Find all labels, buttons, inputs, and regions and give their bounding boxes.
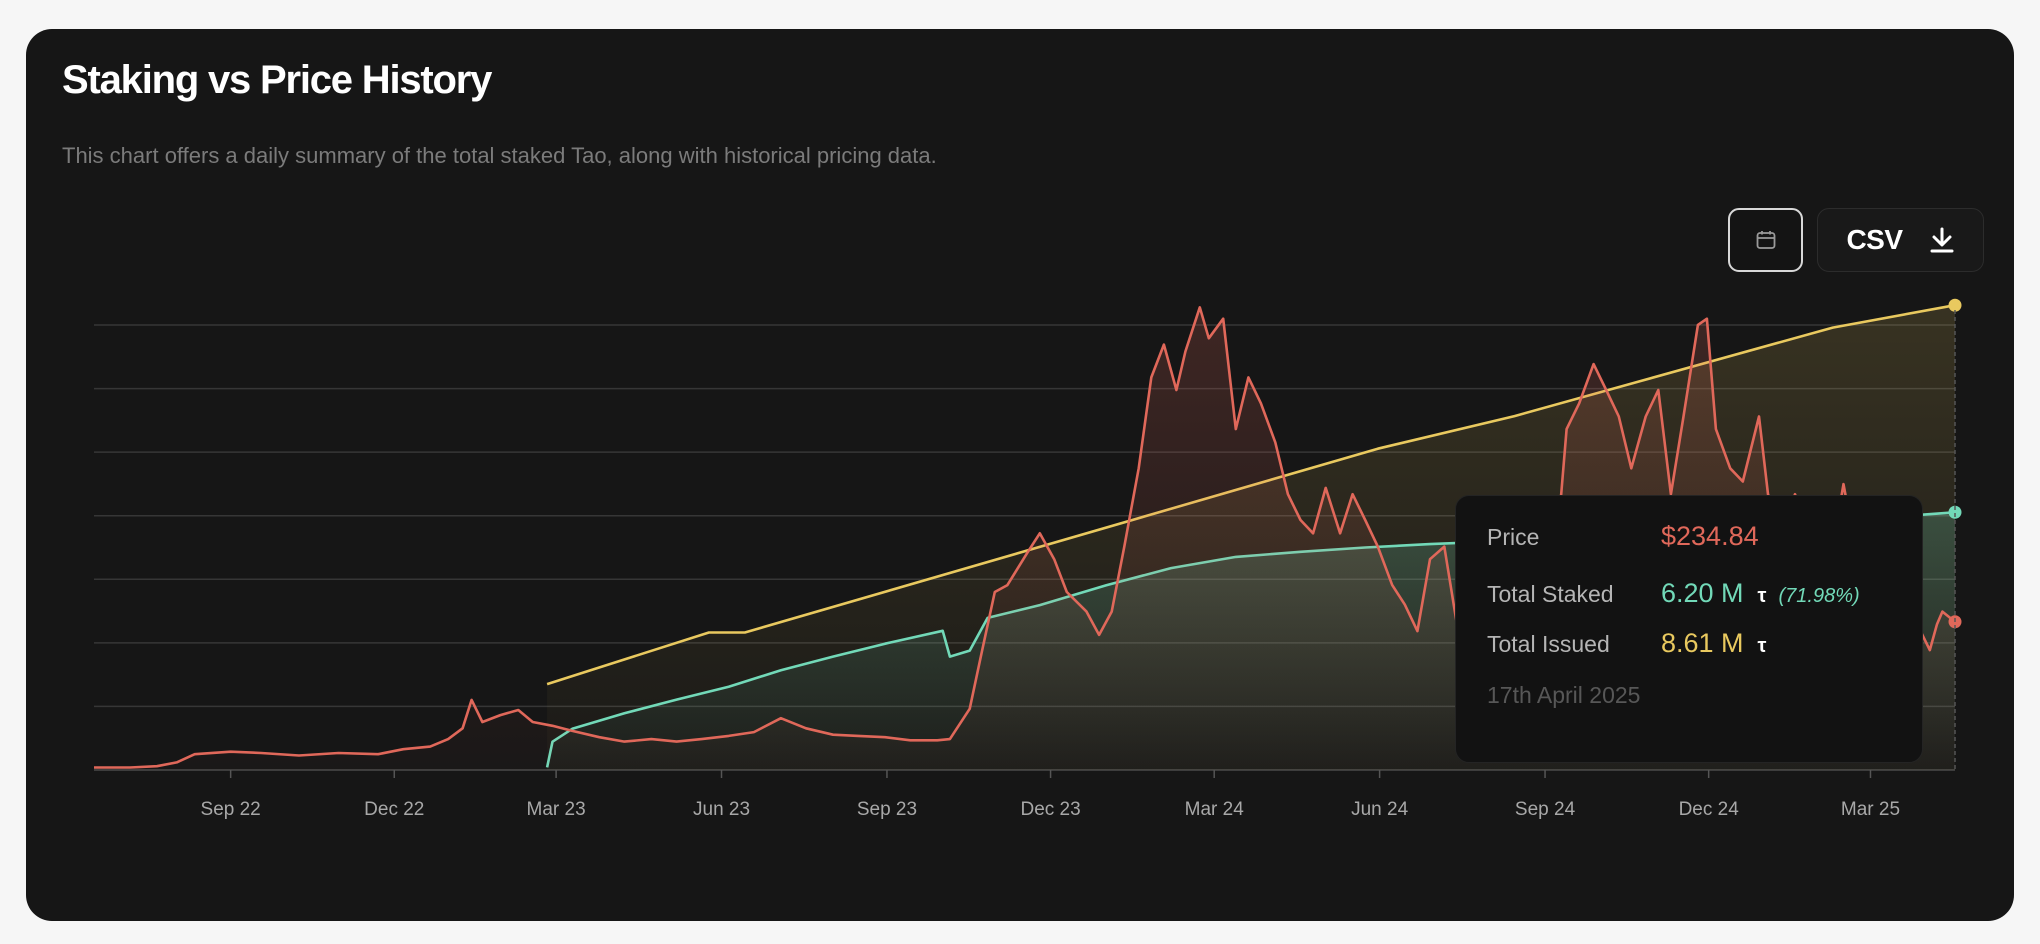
tooltip-staked-row: Total Staked 6.20 M τ (71.98%) xyxy=(1487,578,1860,609)
x-tick-label: Jun 24 xyxy=(1351,799,1408,820)
tooltip-price-label: Price xyxy=(1487,524,1540,550)
staked-end-point xyxy=(1948,505,1962,519)
tooltip-price-value: $234.84 xyxy=(1661,521,1759,551)
tao-icon: τ xyxy=(1757,585,1767,607)
tooltip-staked-percent: (71.98%) xyxy=(1778,585,1860,607)
tooltip-issued-value: 8.61 M xyxy=(1661,628,1744,658)
x-tick-label: Dec 23 xyxy=(1020,799,1080,820)
x-tick-label: Mar 23 xyxy=(527,799,586,820)
x-tick-label: Jun 23 xyxy=(693,799,750,820)
tooltip-price-row: Price $234.84 xyxy=(1487,521,1759,552)
x-tick-label: Sep 24 xyxy=(1515,799,1576,820)
date-range-button[interactable] xyxy=(1728,208,1803,272)
x-tick-label: Sep 23 xyxy=(857,799,917,820)
x-tick-label: Dec 24 xyxy=(1679,799,1740,820)
tao-icon: τ xyxy=(1757,635,1767,657)
download-icon xyxy=(1930,227,1954,253)
x-tick-label: Mar 25 xyxy=(1841,799,1900,820)
chart-tooltip: Price $234.84 Total Staked 6.20 M τ (71.… xyxy=(1455,495,1923,763)
x-tick-label: Dec 22 xyxy=(364,799,424,820)
x-tick-label: Sep 22 xyxy=(201,799,261,820)
tooltip-date: 17th April 2025 xyxy=(1487,682,1641,708)
csv-label: CSV xyxy=(1846,224,1903,255)
csv-download-button[interactable]: CSV xyxy=(1817,208,1984,272)
tooltip-issued-row: Total Issued 8.61 M τ xyxy=(1487,628,1766,659)
issued-line xyxy=(546,303,1956,686)
price-line xyxy=(94,306,1956,769)
issued-end-point xyxy=(1948,298,1962,312)
tooltip-staked-label: Total Staked xyxy=(1487,581,1614,607)
page-title: Staking vs Price History xyxy=(62,58,492,102)
calendar-icon xyxy=(1756,231,1775,249)
x-tick-label: Mar 24 xyxy=(1185,799,1245,820)
tooltip-issued-label: Total Issued xyxy=(1487,631,1610,657)
tooltip-staked-value: 6.20 M xyxy=(1661,578,1744,608)
chart-description: This chart offers a daily summary of the… xyxy=(62,143,937,168)
